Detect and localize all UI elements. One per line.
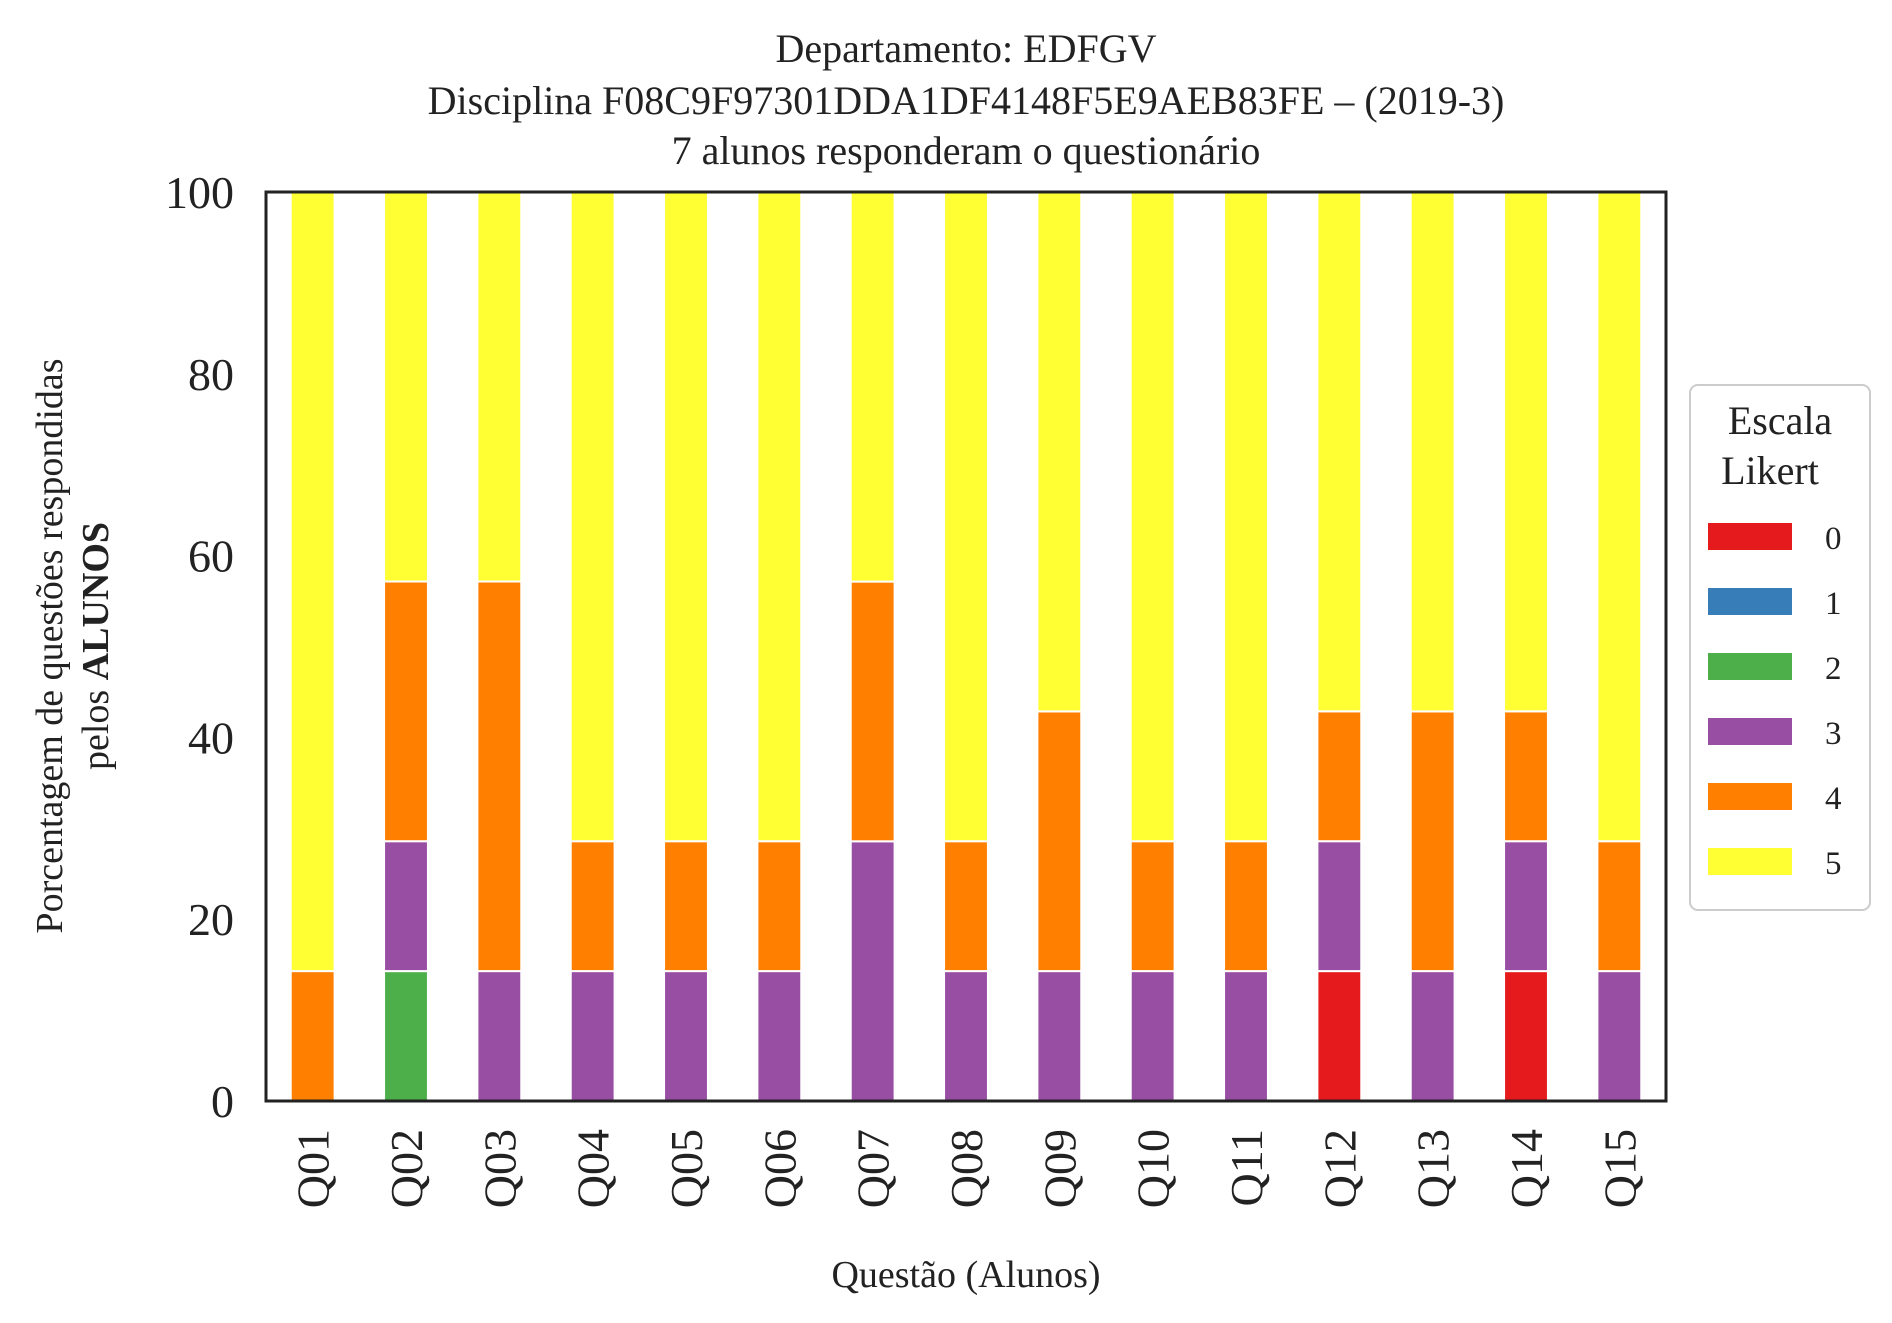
chart-title-line-3: 7 alunos responderam o questionário	[672, 128, 1261, 173]
x-tick-label-Q15: Q15	[1594, 1129, 1645, 1208]
x-tick-label-Q07: Q07	[848, 1129, 899, 1208]
bar-Q12-likert-4	[1316, 710, 1363, 843]
bar-Q05-likert-3	[663, 970, 709, 1102]
x-tick-label-Q01: Q01	[288, 1129, 339, 1208]
bar-Q14-likert-3	[1503, 840, 1549, 973]
y-axis-ticks: 0 20 40 60 80 100	[165, 167, 234, 1127]
bar-Q13-likert-5	[1409, 191, 1456, 713]
bar-Q02-likert-3	[383, 840, 429, 973]
bar-Q11-likert-3	[1223, 970, 1269, 1102]
bar-Q14-likert-4	[1503, 710, 1549, 843]
bar-Q02-likert-4	[383, 580, 429, 843]
x-axis-label: Questão (Alunos)	[831, 1254, 1100, 1296]
bar-Q14-likert-0	[1503, 970, 1549, 1102]
chart-title-line-1: Departamento: EDFGV	[775, 26, 1156, 71]
bar-Q11-likert-4	[1223, 840, 1269, 973]
bar-Q02-likert-2	[383, 970, 429, 1102]
bar-Q08-likert-3	[943, 970, 989, 1102]
legend-swatch-4	[1708, 783, 1792, 810]
x-tick-label-Q10: Q10	[1128, 1129, 1179, 1208]
x-tick-label-Q04: Q04	[568, 1129, 619, 1208]
y-axis-label-line-2: pelos ALUNOS	[75, 522, 117, 770]
y-axis-label-line-2-bold: ALUNOS	[75, 522, 117, 680]
y-axis-label-line-2-normal: pelos	[75, 680, 117, 770]
legend-swatch-0	[1708, 523, 1792, 550]
y-tick-label: 0	[211, 1076, 234, 1127]
bars-group	[289, 190, 1643, 1102]
legend-label-0: 0	[1825, 521, 1842, 557]
bar-Q10-likert-4	[1129, 840, 1176, 973]
bar-Q05-likert-5	[663, 190, 709, 843]
bar-Q04-likert-3	[569, 970, 616, 1102]
bar-Q12-likert-5	[1316, 190, 1363, 713]
bar-Q01-likert-4	[289, 970, 336, 1102]
bar-Q12-likert-3	[1316, 840, 1363, 973]
y-tick-label: 80	[188, 349, 234, 400]
y-tick-label: 20	[188, 894, 234, 945]
bar-Q04-likert-5	[569, 190, 616, 843]
bar-Q09-likert-4	[1036, 710, 1083, 973]
bar-Q08-likert-5	[943, 190, 989, 843]
legend-label-3: 3	[1825, 716, 1842, 752]
y-axis-label: Porcentagem de questões respondidas pelo…	[29, 358, 117, 933]
x-tick-label-Q05: Q05	[661, 1129, 712, 1208]
legend-title-line-1: Escala	[1728, 398, 1833, 443]
bar-Q15-likert-4	[1596, 840, 1643, 973]
bar-Q02-likert-5	[383, 190, 429, 583]
bar-Q07-likert-4	[849, 580, 896, 843]
bar-Q07-likert-5	[849, 191, 896, 583]
y-tick-label: 100	[165, 167, 234, 218]
bar-Q08-likert-4	[943, 840, 989, 973]
legend: Escala Likert 0 1 2 3 4 5	[1689, 384, 1871, 911]
bar-Q14-likert-5	[1503, 190, 1549, 713]
x-tick-label-Q06: Q06	[754, 1129, 805, 1208]
bar-Q03-likert-4	[476, 580, 523, 973]
legend-swatch-3	[1708, 718, 1792, 745]
bar-Q07-likert-3	[849, 840, 896, 1102]
x-tick-label-Q02: Q02	[381, 1129, 432, 1208]
bar-Q13-likert-3	[1409, 970, 1456, 1102]
x-tick-label-Q11: Q11	[1221, 1129, 1272, 1207]
bar-Q09-likert-3	[1036, 970, 1083, 1102]
legend-swatch-2	[1708, 653, 1792, 680]
bar-Q01-likert-5	[289, 191, 336, 973]
x-tick-label-Q12: Q12	[1314, 1129, 1365, 1208]
bar-Q06-likert-4	[756, 840, 803, 973]
bar-Q03-likert-3	[476, 970, 523, 1102]
legend-box	[1689, 384, 1871, 911]
bar-Q03-likert-5	[476, 190, 523, 583]
chart-title-line-2: Disciplina F08C9F97301DDA1DF4148F5E9AEB8…	[428, 78, 1505, 123]
y-tick-label: 60	[188, 531, 234, 582]
bar-Q06-likert-5	[756, 190, 803, 843]
y-axis-label-line-1: Porcentagem de questões respondidas	[29, 358, 71, 933]
legend-items: 0 1 2 3 4 5	[1708, 521, 1842, 882]
bar-Q13-likert-4	[1409, 710, 1456, 973]
bar-Q11-likert-5	[1223, 190, 1269, 843]
legend-swatch-1	[1708, 588, 1792, 615]
bar-Q10-likert-3	[1129, 970, 1176, 1102]
bar-Q15-likert-5	[1596, 190, 1643, 843]
legend-label-2: 2	[1825, 651, 1842, 687]
x-tick-label-Q08: Q08	[941, 1129, 992, 1208]
legend-label-1: 1	[1825, 586, 1842, 622]
legend-swatch-5	[1708, 848, 1792, 875]
x-tick-label-Q14: Q14	[1501, 1129, 1552, 1208]
legend-label-4: 4	[1825, 781, 1842, 817]
bar-Q10-likert-5	[1129, 190, 1176, 843]
legend-title-line-2: Likert	[1721, 448, 1819, 493]
x-tick-label-Q03: Q03	[474, 1129, 525, 1208]
bar-Q06-likert-3	[756, 970, 803, 1102]
bar-Q15-likert-3	[1596, 970, 1643, 1102]
x-axis-ticks: Q01 Q02 Q03 Q04 Q05 Q06 Q07 Q08 Q09 Q10 Q11 Q12 Q13 Q…	[288, 1129, 1646, 1208]
bar-Q05-likert-4	[663, 840, 709, 973]
bar-Q04-likert-4	[569, 840, 616, 973]
plot-frame	[264, 190, 1668, 1103]
y-tick-label: 40	[188, 712, 234, 763]
bar-Q09-likert-5	[1036, 191, 1083, 713]
legend-label-5: 5	[1825, 846, 1842, 882]
x-tick-label-Q13: Q13	[1408, 1129, 1459, 1208]
x-tick-label-Q09: Q09	[1034, 1129, 1085, 1208]
bar-Q12-likert-0	[1316, 970, 1363, 1102]
